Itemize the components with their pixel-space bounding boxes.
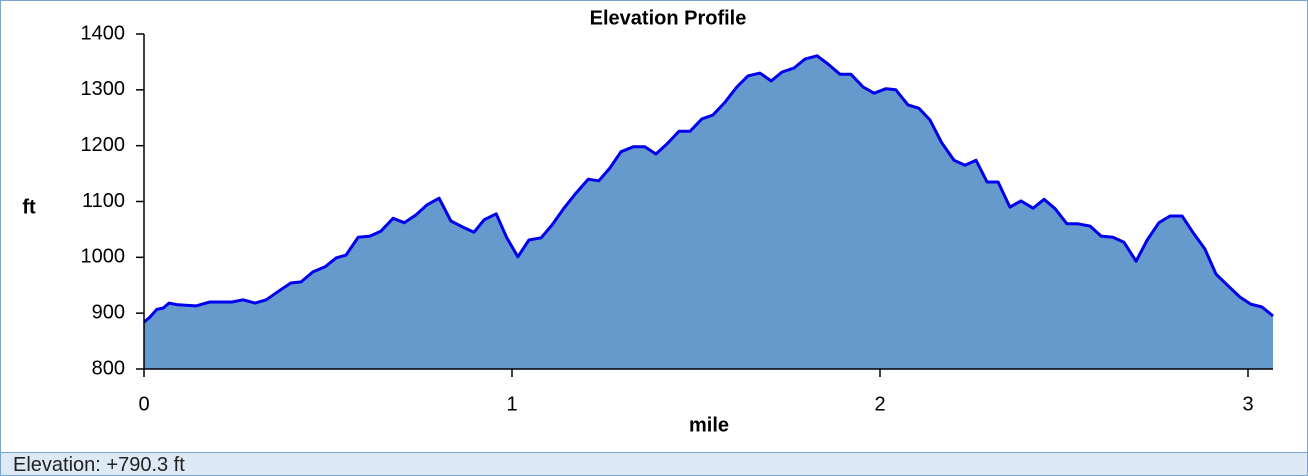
y-tick-label: 1300	[81, 78, 126, 100]
area-fill	[144, 55, 1273, 370]
elevation-line	[143, 54, 1274, 324]
status-bar: Elevation: +790.3 ft	[1, 452, 1307, 475]
chart-title: Elevation Profile	[590, 7, 747, 29]
x-tick-label: 0	[138, 393, 149, 415]
y-axis-label: ft	[22, 196, 36, 218]
x-tick-label: 1	[506, 393, 517, 415]
y-tick-label: 800	[92, 357, 125, 379]
y-tick-label: 1400	[81, 22, 126, 44]
x-axis-label: mile	[689, 414, 729, 436]
y-tick-label: 1100	[82, 190, 125, 212]
chart: Elevation Profile ft mile 800 900 1000 1100…	[22, 7, 1274, 436]
x-tick-label: 2	[874, 393, 885, 415]
y-tick-label: 900	[92, 301, 125, 323]
x-tick-label: 3	[1242, 393, 1253, 415]
y-tick-label: 1000	[81, 246, 126, 268]
y-tick-label: 1200	[81, 134, 126, 156]
